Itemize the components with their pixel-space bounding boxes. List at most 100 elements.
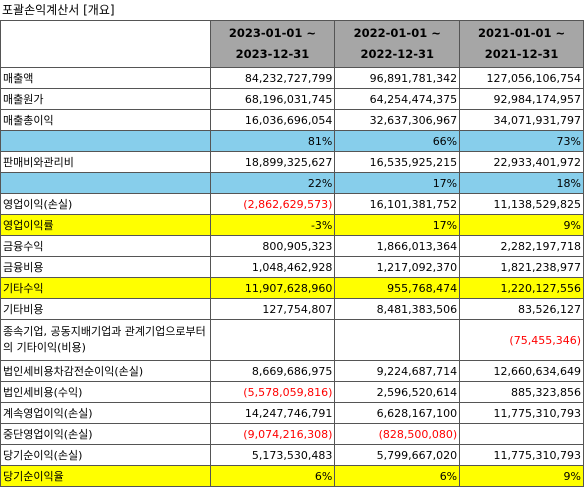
row-label: 금융비용: [0, 256, 211, 278]
period-header-3: 2021-01-01 ~ 2021-12-31: [459, 20, 584, 68]
value-cell: 1,821,238,977: [459, 256, 584, 278]
table-row: 종속기업, 공동지배기업과 관계기업으로부터의 기타이익(비용) (75,455,…: [0, 319, 584, 361]
row-label: 계속영업이익(손실): [0, 402, 211, 424]
value-cell: (5,578,059,816): [209, 381, 336, 403]
value-cell: (828,500,080): [334, 423, 461, 445]
value-cell: [459, 423, 584, 445]
value-cell: 14,247,746,791: [209, 402, 336, 424]
value-cell: [334, 319, 461, 361]
value-cell: 11,907,628,960: [209, 277, 336, 299]
period-start: 2022-01-01 ~: [353, 26, 441, 40]
period-end: 2022-12-31: [360, 47, 435, 61]
value-cell: 81%: [209, 130, 336, 152]
row-label: 종속기업, 공동지배기업과 관계기업으로부터의 기타이익(비용): [0, 319, 211, 361]
period-header-1: 2023-01-01 ~ 2023-12-31: [209, 20, 336, 68]
period-end: 2023-12-31: [235, 47, 310, 61]
value-cell: 1,866,013,364: [334, 235, 461, 257]
value-cell: 1,220,127,556: [459, 277, 584, 299]
table-row: 당기순이익(손실) 5,173,530,483 5,799,667,020 11,77…: [0, 444, 584, 466]
value-cell: 6%: [209, 465, 336, 487]
value-cell: 34,071,931,797: [459, 109, 584, 131]
value-cell: -3%: [209, 214, 336, 236]
value-cell: [209, 319, 336, 361]
table-row: 금융수익 800,905,323 1,866,013,364 2,282,197,71…: [0, 235, 584, 257]
row-label: [0, 130, 211, 152]
value-cell: 5,799,667,020: [334, 444, 461, 466]
row-label: 법인세비용차감전순이익(손실): [0, 360, 211, 382]
period-end: 2021-12-31: [484, 47, 559, 61]
value-cell: 18%: [459, 172, 584, 194]
value-cell: 12,660,634,649: [459, 360, 584, 382]
row-label: 영업이익(손실): [0, 193, 211, 215]
value-cell: 32,637,306,967: [334, 109, 461, 131]
row-label: 당기순이익(손실): [0, 444, 211, 466]
value-cell: 9%: [459, 465, 584, 487]
value-cell: 17%: [334, 214, 461, 236]
value-cell: 66%: [334, 130, 461, 152]
value-cell: 2,596,520,614: [334, 381, 461, 403]
value-cell: 800,905,323: [209, 235, 336, 257]
row-label: 기타비용: [0, 298, 211, 320]
row-label: 법인세비용(수익): [0, 381, 211, 403]
row-label: 당기순이익율: [0, 465, 211, 487]
header-row: 2023-01-01 ~ 2023-12-31 2022-01-01 ~ 2022-1…: [0, 20, 584, 68]
row-label: [0, 172, 211, 194]
row-label: 영업이익률: [0, 214, 211, 236]
value-cell: 16,036,696,054: [209, 109, 336, 131]
value-cell: 22%: [209, 172, 336, 194]
value-cell: 64,254,474,375: [334, 88, 461, 110]
value-cell: 6,628,167,100: [334, 402, 461, 424]
table-row: 영업이익(손실) (2,862,629,573) 16,101,381,752 11,…: [0, 193, 584, 215]
table-title: 포괄손익계산서 [개요]: [2, 3, 115, 17]
table-body: 매출액 84,232,727,799 96,891,781,342 127,056,1…: [0, 67, 584, 487]
row-label: 매출원가: [0, 88, 211, 110]
value-cell: 885,323,856: [459, 381, 584, 403]
row-label: 중단영업이익(손실): [0, 423, 211, 445]
value-cell: 5,173,530,483: [209, 444, 336, 466]
value-cell: 11,775,310,793: [459, 444, 584, 466]
table-row: 계속영업이익(손실) 14,247,746,791 6,628,167,100 11,…: [0, 402, 584, 424]
value-cell: 11,775,310,793: [459, 402, 584, 424]
table-row: 81% 66% 73%: [0, 130, 584, 152]
value-cell: 16,101,381,752: [334, 193, 461, 215]
value-cell: 6%: [334, 465, 461, 487]
value-cell: 9,224,687,714: [334, 360, 461, 382]
value-cell: 92,984,174,957: [459, 88, 584, 110]
table-row: 매출액 84,232,727,799 96,891,781,342 127,056,1…: [0, 67, 584, 89]
value-cell: 96,891,781,342: [334, 67, 461, 89]
value-cell: 2,282,197,718: [459, 235, 584, 257]
value-cell: 83,526,127: [459, 298, 584, 320]
row-label: 매출액: [0, 67, 211, 89]
value-cell: 127,056,106,754: [459, 67, 584, 89]
table-row: 매출총이익 16,036,696,054 32,637,306,967 34,071,…: [0, 109, 584, 131]
period-start: 2021-01-01 ~: [477, 26, 566, 40]
table-row: 22% 17% 18%: [0, 172, 584, 194]
value-cell: 84,232,727,799: [209, 67, 336, 89]
table-row: 매출원가 68,196,031,745 64,254,474,375 92,984,1…: [0, 88, 584, 110]
header-blank-cell: [0, 20, 211, 68]
table-row: 금융비용 1,048,462,928 1,217,092,370 1,821,238,…: [0, 256, 584, 278]
row-label: 금융수익: [0, 235, 211, 257]
value-cell: 8,669,686,975: [209, 360, 336, 382]
row-label: 판매비와관리비: [0, 151, 211, 173]
value-cell: 9%: [459, 214, 584, 236]
period-header-2: 2022-01-01 ~ 2022-12-31: [334, 20, 461, 68]
table-row: 법인세비용차감전순이익(손실) 8,669,686,975 9,224,687,71…: [0, 360, 584, 382]
row-label: 기타수익: [0, 277, 211, 299]
value-cell: (75,455,346): [459, 319, 584, 361]
value-cell: 8,481,383,506: [334, 298, 461, 320]
table-row: 당기순이익율 6% 6% 9%: [0, 465, 584, 487]
value-cell: 16,535,925,215: [334, 151, 461, 173]
value-cell: 73%: [459, 130, 584, 152]
value-cell: 1,048,462,928: [209, 256, 336, 278]
table-row: 판매비와관리비 18,899,325,627 16,535,925,215 22,93…: [0, 151, 584, 173]
value-cell: 68,196,031,745: [209, 88, 336, 110]
value-cell: (9,074,216,308): [209, 423, 336, 445]
value-cell: (2,862,629,573): [209, 193, 336, 215]
value-cell: 22,933,401,972: [459, 151, 584, 173]
table-row: 중단영업이익(손실) (9,074,216,308) (828,500,080): [0, 423, 584, 445]
value-cell: 955,768,474: [334, 277, 461, 299]
value-cell: 17%: [334, 172, 461, 194]
income-statement-table: 2023-01-01 ~ 2023-12-31 2022-01-01 ~ 2022-1…: [0, 20, 584, 487]
table-row: 영업이익률 -3% 17% 9%: [0, 214, 584, 236]
